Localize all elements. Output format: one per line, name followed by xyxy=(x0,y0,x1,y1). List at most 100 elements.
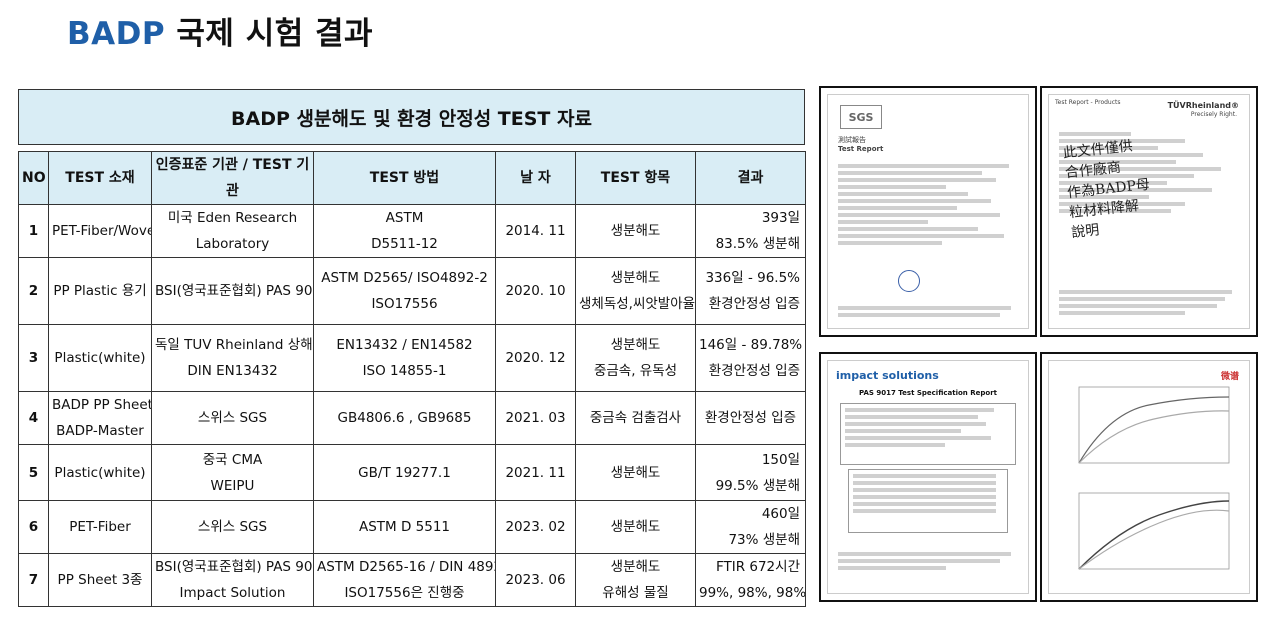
test-material-cell-line: PET-Fiber/Woven xyxy=(52,223,151,239)
date-cell: 2020. 12 xyxy=(495,324,576,392)
test-item-cell-line: 생분해도 xyxy=(610,223,661,239)
table-header-row: NO TEST 소재 인증표준 기관 / TEST 기관 TEST 방법 날 자… xyxy=(18,151,806,205)
date-cell: 2021. 11 xyxy=(495,444,576,501)
row-number: 1 xyxy=(18,204,49,258)
result-cell-line: 99%, 98%, 98% xyxy=(699,585,806,601)
tuv-tagline: Precisely Right. xyxy=(1190,111,1237,118)
test-method-cell: GB/T 19277.1 xyxy=(313,444,496,501)
institution-cell-line: Impact Solution xyxy=(179,585,286,601)
row-number: 4 xyxy=(18,391,49,445)
institution-cell: 스위스 SGS xyxy=(151,500,314,554)
test-item-cell-line: 유해성 물질 xyxy=(602,585,669,601)
institution-cell: 독일 TUV Rheinland 상해지사 DIN EN13432 xyxy=(151,324,314,392)
test-material-cell: Plastic(white) xyxy=(48,444,152,501)
result-cell-line: 150일 xyxy=(761,451,800,468)
test-item-cell: 생분해도 xyxy=(575,204,696,258)
impact-report-heading: PAS 9017 Test Specification Report xyxy=(859,389,997,397)
column-header: TEST 항목 xyxy=(575,151,696,205)
row-number: 7 xyxy=(18,553,49,607)
impact-info-table xyxy=(840,403,1016,465)
date-cell: 2023. 02 xyxy=(495,500,576,554)
test-material-cell: PET-Fiber xyxy=(48,500,152,554)
test-item-cell-line: 생분해도 xyxy=(610,519,661,535)
test-material-cell-line: Plastic(white) xyxy=(54,464,146,481)
sgs-report-image: SGS 測試報告 Test Report xyxy=(819,86,1037,337)
result-cell: 146일 - 89.78% 환경안정성 입증 xyxy=(695,324,806,392)
test-method-cell-line: ISO17556 xyxy=(371,296,438,312)
page-title-text: 국제 시험 결과 xyxy=(176,16,374,52)
test-method-cell: ASTM D5511-12 xyxy=(313,204,496,258)
weipu-report-image: 微谱 xyxy=(1040,352,1258,602)
test-item-cell-line: 생분해도 xyxy=(610,559,661,575)
weipu-chart-bottom xyxy=(1078,492,1230,570)
date-cell: 2020. 10 xyxy=(495,257,576,325)
test-method-cell-line: D5511-12 xyxy=(371,236,438,252)
sgs-text-lines xyxy=(838,161,1018,248)
date-cell: 2021. 03 xyxy=(495,391,576,445)
institution-cell-line: 독일 TUV Rheinland 상해지사 xyxy=(155,337,313,353)
institution-cell: 스위스 SGS xyxy=(151,391,314,445)
test-method-cell-line: EN13432 / EN14582 xyxy=(336,337,473,353)
column-header: 날 자 xyxy=(495,151,576,205)
test-material-cell: PET-Fiber/Woven xyxy=(48,204,152,258)
date-cell: 2023. 06 xyxy=(495,553,576,607)
test-method-cell-line: ISO17556은 진행중 xyxy=(344,585,465,601)
institution-cell-line: BSI(영국표준협회) PAS 9017 xyxy=(155,559,314,575)
result-cell-line: 99.5% 생분해 xyxy=(715,477,800,494)
tuv-logo: TÜVRheinland® xyxy=(1167,101,1239,110)
result-cell-line: 336일 - 96.5% xyxy=(705,270,800,286)
test-item-cell-line: 중금속 검출검사 xyxy=(589,410,682,426)
test-item-cell-line: 생체독성,씨앗발아율 xyxy=(579,296,696,312)
institution-cell: 미국 Eden Research Laboratory xyxy=(151,204,314,258)
institution-cell-line: 스위스 SGS xyxy=(197,410,268,426)
column-header: TEST 소재 xyxy=(48,151,152,205)
test-material-cell: BADP PP Sheet BADP-Master xyxy=(48,391,152,445)
test-item-cell: 중금속 검출검사 xyxy=(575,391,696,445)
table-row: 4 BADP PP Sheet BADP-Master 스위스 SGS GB4806.6… xyxy=(18,391,806,445)
institution-cell-line: WEIPU xyxy=(210,477,255,494)
test-method-cell-line: ASTM D 5511 xyxy=(358,519,451,535)
sgs-footer-lines xyxy=(838,303,1018,320)
test-material-cell: PP Plastic 용기 xyxy=(48,257,152,325)
result-cell-line: 73% 생분해 xyxy=(728,532,800,548)
row-number: 2 xyxy=(18,257,49,325)
test-material-cell-line: BADP PP Sheet xyxy=(52,397,152,413)
date-cell: 2014. 11 xyxy=(495,204,576,258)
sgs-stamp-seal xyxy=(898,270,920,292)
test-material-cell-line: Plastic(white) xyxy=(54,350,146,366)
institution-cell-line: 스위스 SGS xyxy=(197,519,268,535)
result-cell-line: 환경안정성 입증 xyxy=(704,410,797,426)
institution-cell: BSI(영국표준협회) PAS 9017 xyxy=(151,257,314,325)
result-cell-line: 146일 - 89.78% xyxy=(699,337,803,353)
test-method-cell-line: ISO 14855-1 xyxy=(362,363,447,379)
sgs-logo: SGS xyxy=(840,105,882,129)
test-results-table: NO TEST 소재 인증표준 기관 / TEST 기관 TEST 방법 날 자… xyxy=(18,151,806,607)
result-cell: 336일 - 96.5% 환경안정성 입증 xyxy=(695,257,806,325)
test-method-cell: ASTM D2565/ ISO4892-2 ISO17556 xyxy=(313,257,496,325)
weipu-logo: 微谱 xyxy=(1220,372,1239,382)
test-method-cell: ASTM D2565-16 / DIN 4892-2 ISO17556은 진행중 xyxy=(313,553,496,607)
table-row: 2 PP Plastic 용기 BSI(영국표준협회) PAS 9017 ASTM D… xyxy=(18,257,806,325)
test-method-cell: EN13432 / EN14582 ISO 14855-1 xyxy=(313,324,496,392)
table-row: 5 Plastic(white) 중국 CMA WEIPU GB/T 19277.1 20… xyxy=(18,444,806,501)
row-number: 6 xyxy=(18,500,49,554)
institution-cell-line: 중국 CMA xyxy=(202,451,263,468)
test-method-cell-line: ASTM D2565/ ISO4892-2 xyxy=(321,270,488,286)
table-row: 7 PP Sheet 3종 BSI(영국표준협회) PAS 9017 Impact S… xyxy=(18,553,806,607)
test-item-cell-line: 생분해도 xyxy=(610,337,661,353)
test-item-cell: 생분해도 xyxy=(575,444,696,501)
test-item-cell-line: 중금속, 유독성 xyxy=(593,363,678,379)
result-cell: 150일 99.5% 생분해 xyxy=(695,444,806,501)
test-method-cell: GB4806.6 , GB9685 xyxy=(313,391,496,445)
row-number: 5 xyxy=(18,444,49,501)
test-method-cell-line: ASTM D2565-16 / DIN 4892-2 xyxy=(317,559,495,575)
test-material-cell-line: PET-Fiber xyxy=(69,519,131,535)
table-title: BADP 생분해도 및 환경 안정성 TEST 자료 xyxy=(18,89,805,145)
impact-solutions-report-image: impact solutions PAS 9017 Test Specifica… xyxy=(819,352,1037,602)
result-cell-line: FTIR 672시간 xyxy=(715,559,800,575)
column-header: NO xyxy=(18,151,49,205)
result-cell-line: 83.5% 생분해 xyxy=(715,236,800,252)
result-cell: 환경안정성 입증 xyxy=(695,391,806,445)
